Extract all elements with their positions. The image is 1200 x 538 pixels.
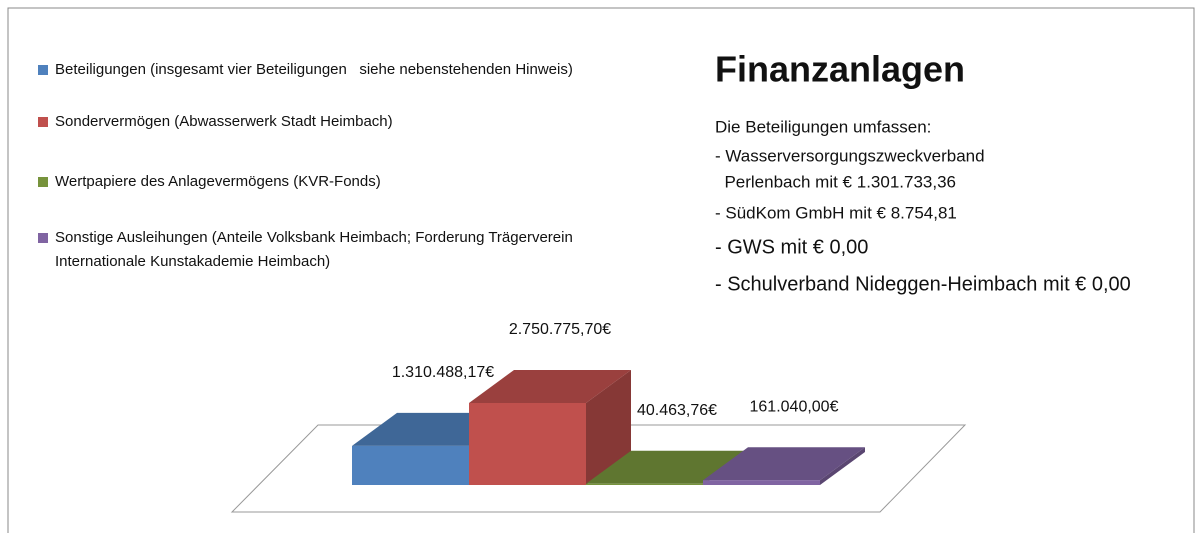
- bar: [703, 480, 820, 485]
- bar: [586, 483, 703, 485]
- legend-swatch: [38, 65, 48, 75]
- data-label: 1.310.488,17€: [392, 364, 494, 381]
- bar-side: [820, 447, 865, 485]
- annotation-line: Perlenbach mit € 1.301.733,36: [715, 172, 956, 191]
- bar: [352, 445, 469, 485]
- legend-swatch: [38, 117, 48, 127]
- legend-label: Beteiligungen (insgesamt vier Beteiligun…: [55, 61, 573, 78]
- bar-top: [469, 370, 631, 403]
- bar-top: [586, 450, 748, 484]
- bar: [469, 403, 586, 485]
- legend-label: Sondervermögen (Abwasserwerk Stadt Heimb…: [55, 113, 393, 130]
- bar-side: [586, 370, 631, 485]
- data-label: 40.463,76€: [637, 402, 717, 419]
- bar-top: [703, 447, 865, 481]
- data-label: 161.040,00€: [750, 398, 839, 415]
- legend-label: Wertpapiere des Anlagevermögens (KVR-Fon…: [55, 173, 381, 190]
- legend-label: Sonstige Ausleihungen (Anteile Volksbank…: [55, 229, 573, 270]
- annotation-line: - Schulverband Nideggen-Heimbach mit € 0…: [715, 273, 1131, 295]
- annotation-line: - Wasserversorgungszweckverband: [715, 146, 985, 165]
- legend-swatch: [38, 177, 48, 187]
- annotation-line: - SüdKom GmbH mit € 8.754,81: [715, 203, 957, 222]
- data-label: 2.750.775,70€: [509, 321, 611, 338]
- chart-title: Finanzanlagen: [715, 49, 965, 90]
- annotation-line: - GWS mit € 0,00: [715, 236, 868, 258]
- legend-swatch: [38, 233, 48, 243]
- annotation-line: Die Beteiligungen umfassen:: [715, 117, 931, 136]
